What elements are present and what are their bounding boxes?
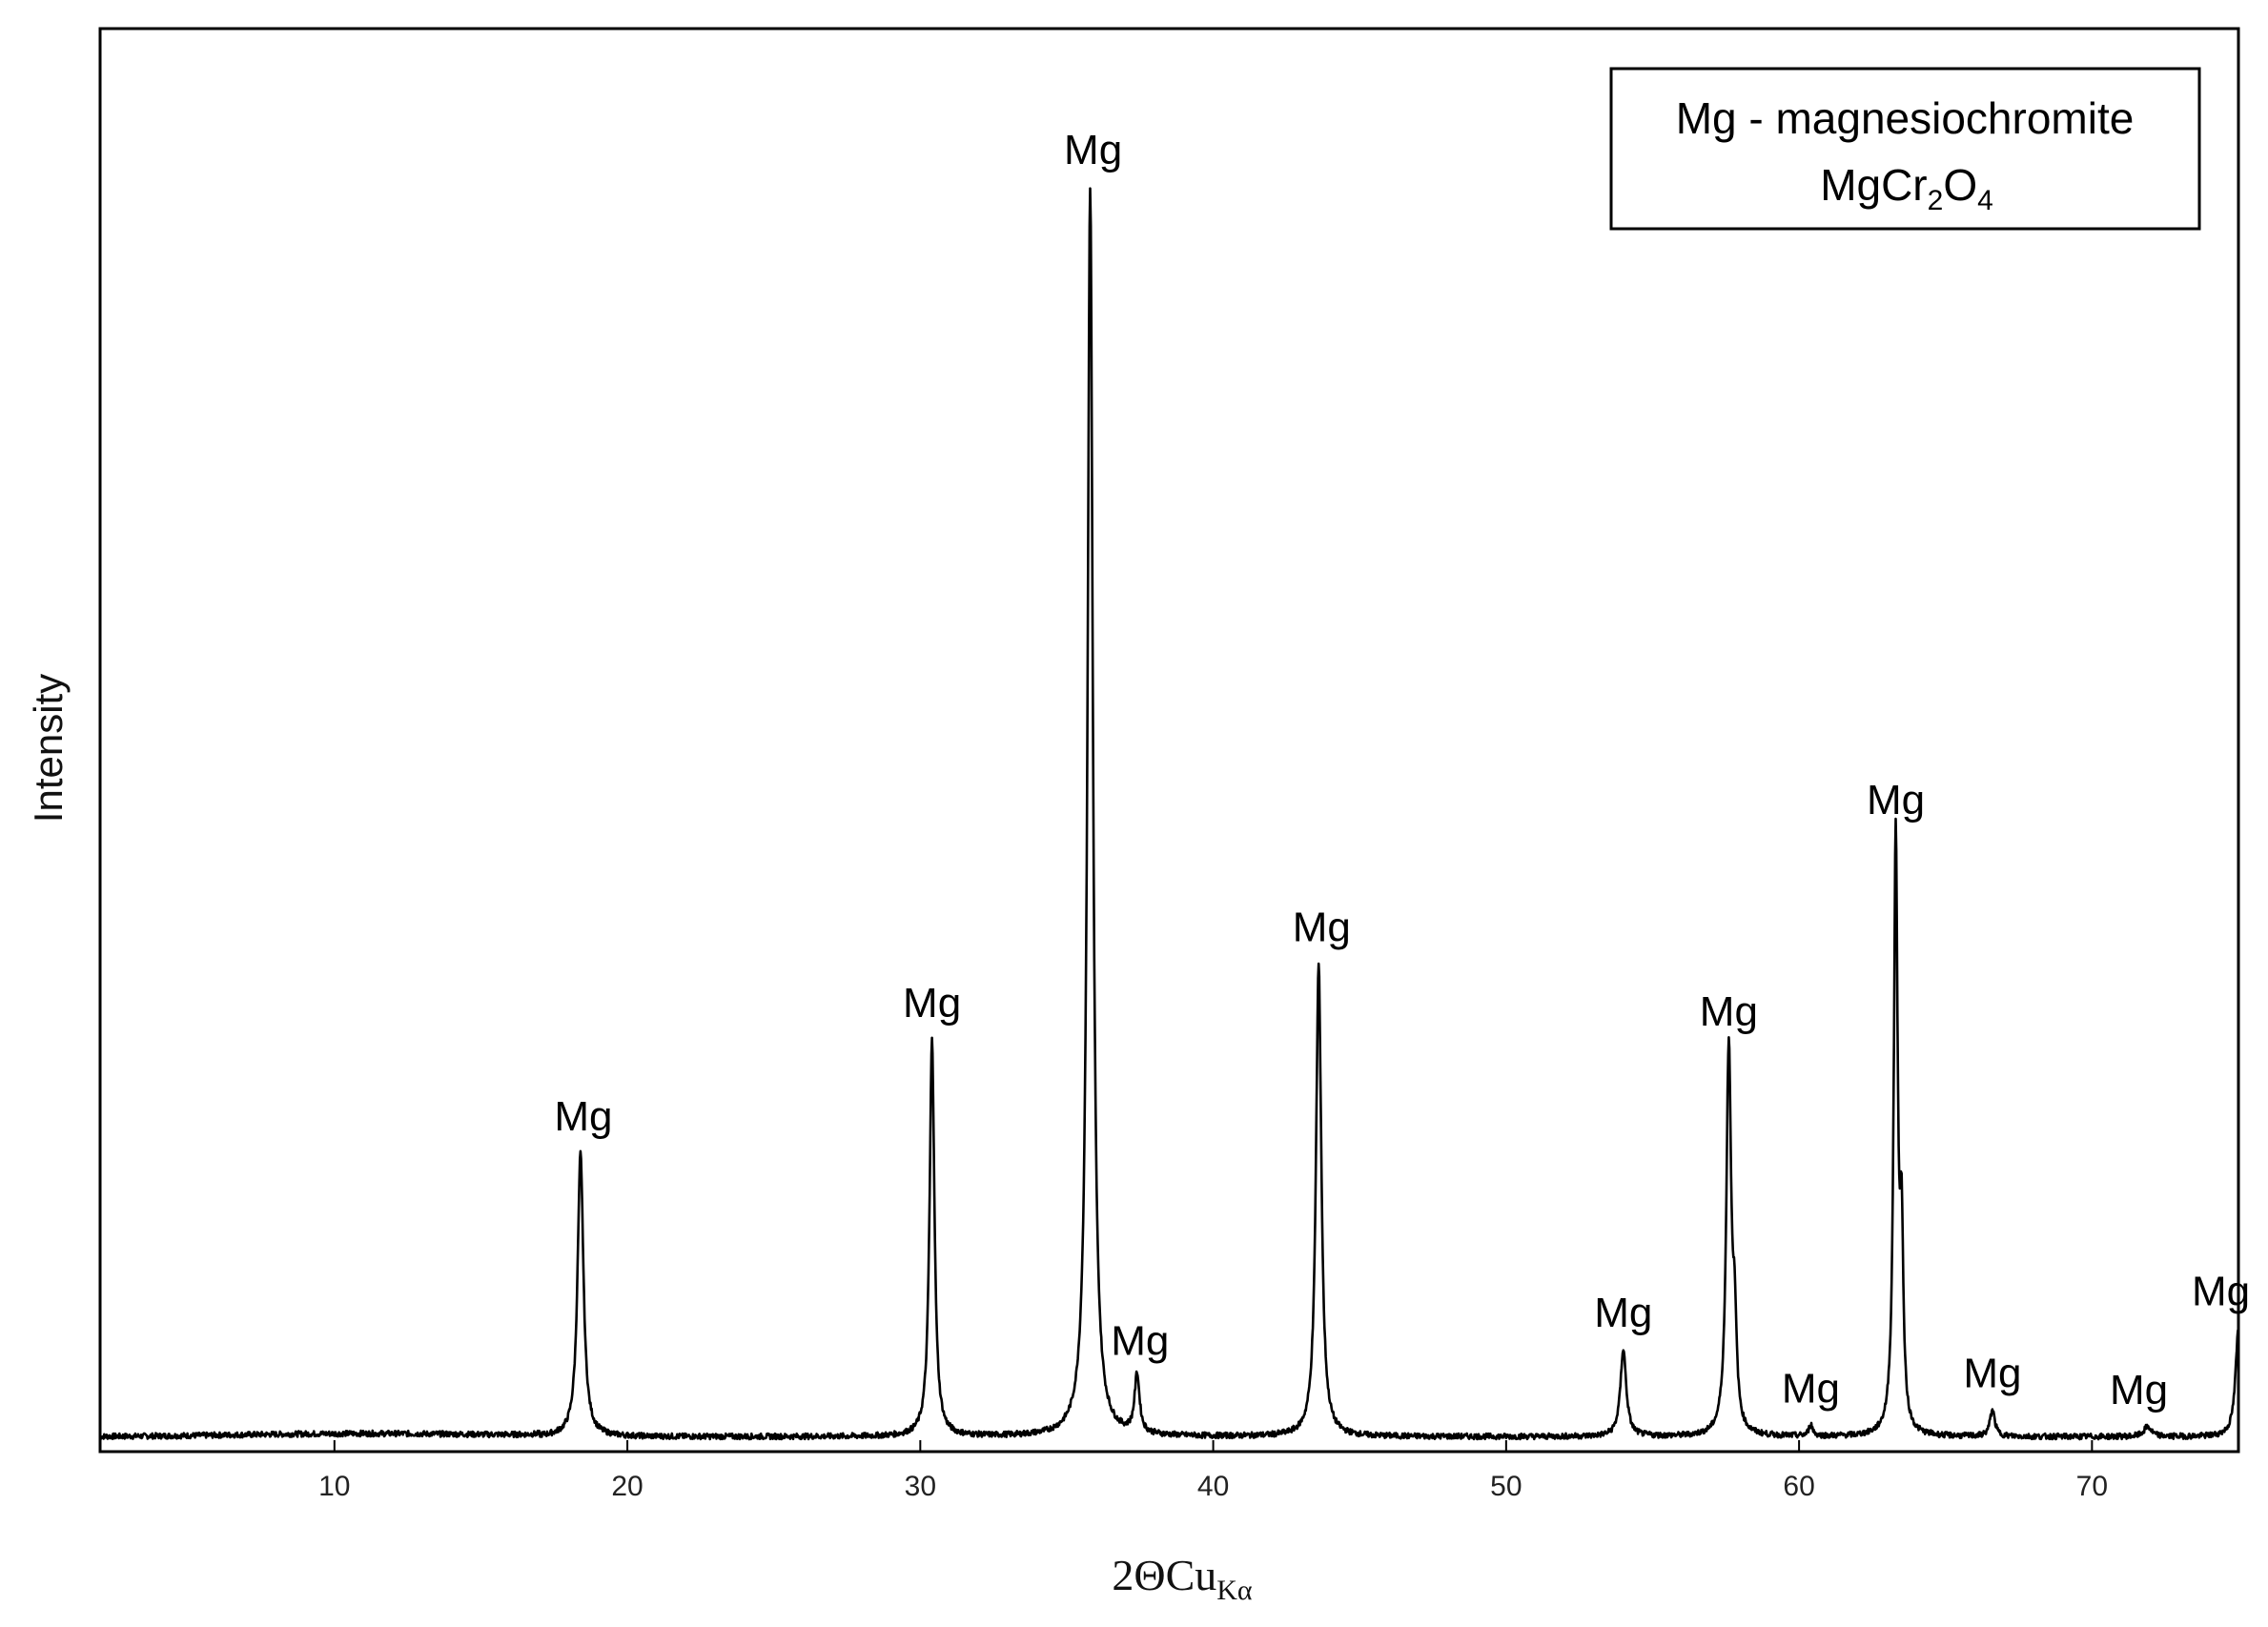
x-tick-label: 30 [905,1471,936,1502]
formula-subscript: 4 [1977,185,1993,216]
x-tick-label: 10 [318,1471,350,1502]
peak-label: Mg [1963,1351,2021,1397]
peak-label: Mg [1594,1290,1652,1336]
legend-line1: Mg - magnesiochromite [1676,93,2135,143]
peak-label: Mg [1867,777,1925,824]
peak-label: Mg [1700,988,1758,1035]
peak-label: Mg [1111,1317,1169,1364]
peak-label: Mg [1293,905,1351,951]
y-axis-title: Intensity [26,674,71,823]
x-axis-title: 2ΘCuKα [1112,1551,1253,1606]
x-axis-ticks: 10 20 30 40 50 60 70 [318,1440,2108,1502]
x-tick-label: 40 [1197,1471,1229,1502]
peak-labels: Mg Mg Mg Mg Mg Mg Mg Mg Mg Mg Mg Mg [554,127,2250,1413]
formula-text: O [1943,160,1977,210]
peak-label: Mg [903,980,961,1027]
peak-label: Mg [554,1093,612,1140]
x-tick-label: 60 [1783,1471,1814,1502]
x-tick-label: 20 [611,1471,643,1502]
peak-label: Mg [1064,127,1122,173]
x-axis-title-sub: Kα [1216,1575,1253,1606]
formula-subscript: 2 [1928,185,1944,216]
peak-label: Mg [1782,1366,1840,1413]
peak-label: Mg [2192,1269,2250,1315]
x-tick-label: 50 [1490,1471,1522,1502]
x-axis-title-main: 2ΘCu [1112,1551,1216,1599]
legend: Mg - magnesiochromite MgCr2O4 [1609,67,2201,231]
legend-box [1609,67,2201,231]
legend-formula: MgCr2O4 [1820,160,1993,216]
plot-frame [98,27,2240,1454]
formula-text: MgCr [1820,160,1927,210]
peak-label: Mg [2110,1367,2168,1413]
diffraction-pattern-line [99,187,2240,1441]
x-tick-label: 70 [2076,1471,2108,1502]
